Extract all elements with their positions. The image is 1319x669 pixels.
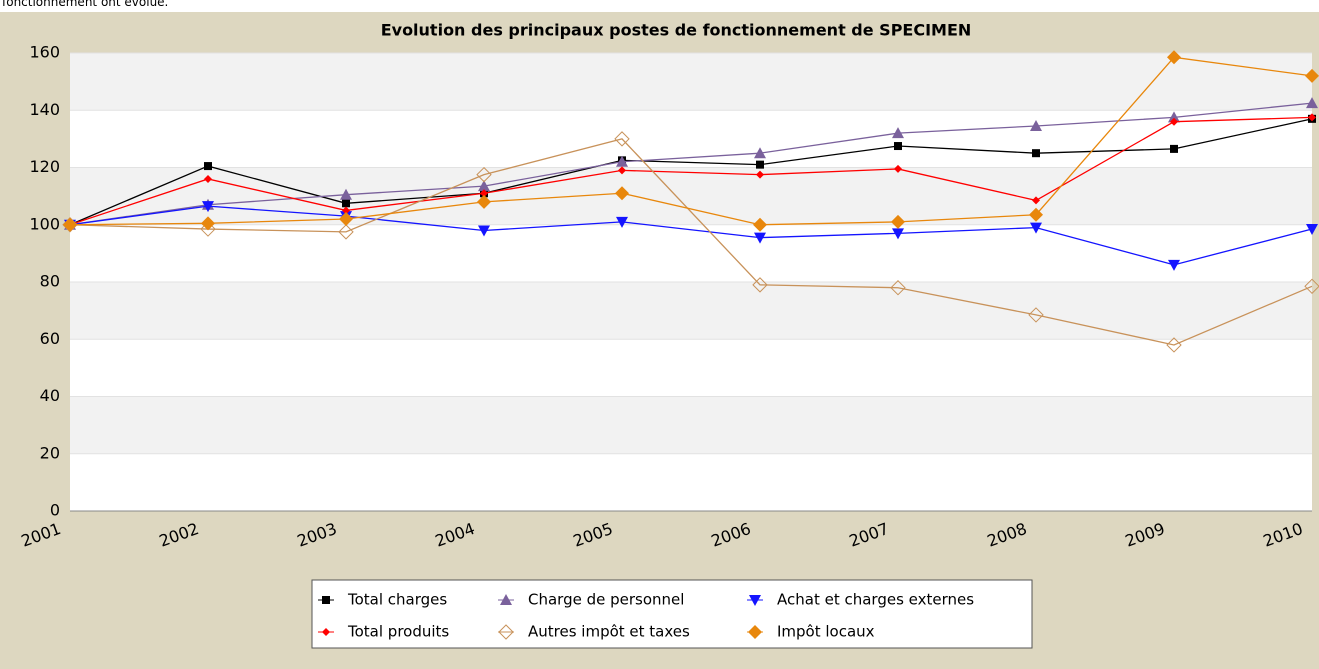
marker [1306, 224, 1318, 236]
y-tick-label: 60 [40, 329, 60, 348]
marker [1168, 259, 1180, 271]
marker [616, 155, 628, 167]
marker [477, 194, 491, 209]
marker [1032, 149, 1040, 158]
marker [322, 596, 330, 604]
marker [338, 224, 354, 240]
marker [1029, 207, 1043, 222]
y-tick-label: 0 [50, 501, 60, 520]
series-line [69, 102, 1313, 226]
chart-title: Evolution des principaux postes de fonct… [381, 21, 972, 40]
marker [752, 277, 768, 293]
series-line [69, 205, 1313, 266]
marker [749, 595, 761, 606]
marker [894, 142, 902, 151]
marker [498, 624, 514, 640]
marker [1308, 113, 1316, 122]
legend-label: Total produits [347, 623, 449, 641]
marker [201, 216, 215, 231]
grid-band [70, 282, 1312, 340]
marker [339, 212, 353, 227]
marker [478, 180, 490, 192]
marker [756, 160, 764, 169]
y-tick-label: 100 [29, 214, 60, 233]
marker [480, 189, 488, 198]
marker [616, 216, 628, 228]
header-text: fonctionnement ont évolué. [2, 0, 169, 9]
grid-band [70, 53, 1312, 111]
marker [892, 228, 904, 240]
marker [204, 174, 212, 183]
legend-label: Charge de personnel [528, 591, 684, 609]
marker [756, 170, 764, 179]
marker [1030, 119, 1042, 131]
marker [618, 166, 626, 175]
y-tick-label: 120 [29, 157, 60, 176]
marker [754, 232, 766, 244]
marker [340, 188, 352, 200]
marker [1168, 111, 1180, 123]
y-tick-label: 140 [29, 100, 60, 119]
marker [892, 127, 904, 139]
grid-band [70, 167, 1312, 225]
marker [1305, 68, 1319, 83]
grid-band [70, 396, 1312, 454]
marker [1166, 337, 1182, 353]
marker [204, 162, 212, 171]
chart: Evolution des principaux postes de fonct… [0, 12, 1319, 669]
marker [342, 206, 350, 215]
legend-label: Impôt locaux [777, 623, 875, 641]
marker [748, 625, 762, 639]
marker [1306, 97, 1318, 109]
marker [200, 221, 216, 237]
y-tick-label: 20 [40, 443, 60, 462]
series-line [69, 116, 1313, 226]
series-line [69, 56, 1313, 226]
legend-label: Autres impôt et taxes [528, 623, 690, 641]
marker [478, 225, 490, 237]
marker [1032, 196, 1040, 205]
marker [1167, 50, 1181, 65]
legend [311, 579, 1033, 649]
marker [342, 199, 350, 208]
y-tick-label: 80 [40, 272, 60, 291]
marker [476, 166, 492, 183]
marker [1304, 278, 1319, 295]
marker [1170, 144, 1178, 153]
marker [614, 131, 630, 147]
marker [890, 280, 906, 296]
marker [1028, 307, 1044, 323]
marker [615, 186, 629, 201]
series-line [69, 118, 1313, 226]
marker [63, 217, 77, 232]
marker [322, 628, 330, 636]
marker [500, 594, 512, 605]
legend-label: Total charges [347, 591, 447, 609]
marker [1030, 222, 1042, 234]
legend-label: Achat et charges externes [777, 591, 974, 609]
header-text: fonctionnement ont évolué. [0, 0, 1319, 12]
marker [754, 147, 766, 159]
y-tick-label: 40 [40, 386, 60, 405]
marker [1170, 117, 1178, 126]
series-line [69, 138, 1313, 346]
marker [891, 214, 905, 229]
marker [894, 164, 902, 173]
marker [753, 217, 767, 232]
y-tick-label: 160 [29, 43, 60, 62]
marker [202, 201, 214, 213]
